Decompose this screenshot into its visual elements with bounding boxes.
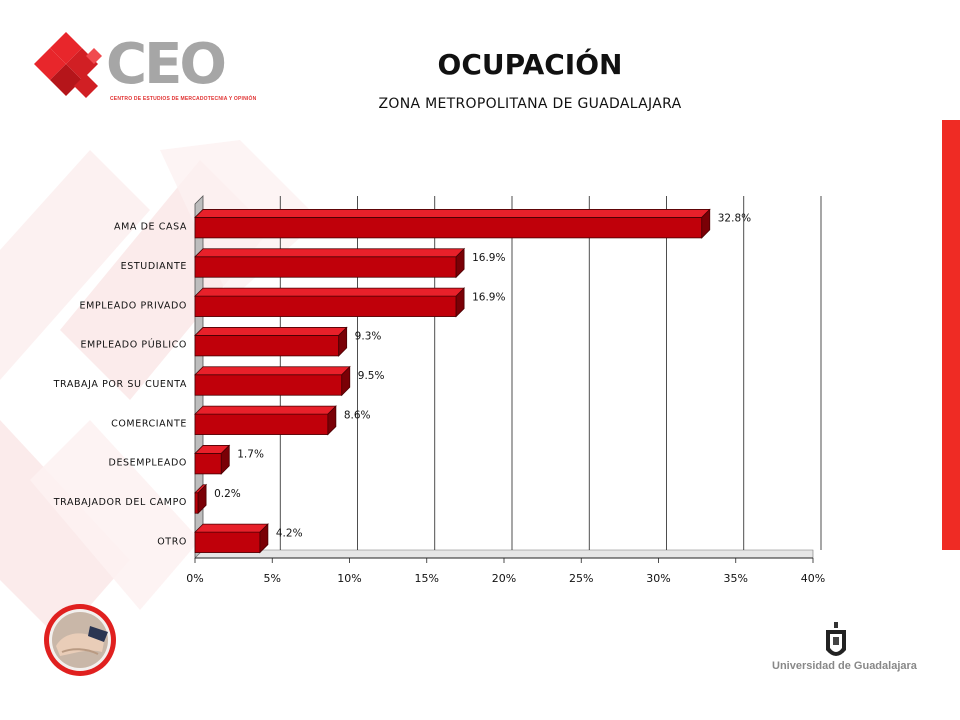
ceo-diamond-icon: [34, 32, 102, 98]
bar-end: [455, 287, 465, 318]
data-label: 8.6%: [344, 409, 371, 421]
category-label: DESEMPLEADO: [109, 458, 187, 469]
category-label: COMERCIANTE: [111, 418, 187, 429]
page-title: OCUPACIÓN: [437, 48, 623, 81]
data-label: 1.7%: [237, 449, 264, 461]
data-label: 9.5%: [358, 370, 385, 382]
university-name: Universidad de Guadalajara: [772, 660, 917, 672]
category-label: EMPLEADO PÚBLICO: [80, 339, 187, 351]
x-tick-label: 20%: [492, 572, 516, 585]
bar-end: [327, 405, 337, 436]
bar-end: [259, 523, 269, 554]
category-label: TRABAJA POR SU CUENTA: [53, 379, 187, 390]
logo-tagline: CENTRO DE ESTUDIOS DE MERCADOTECNIA Y OP…: [110, 96, 257, 102]
bar-top: [194, 327, 348, 336]
bar: [194, 492, 199, 514]
category-label: AMA DE CASA: [114, 222, 187, 233]
category-label: ESTUDIANTE: [121, 261, 187, 272]
x-tick-label: 0%: [186, 572, 203, 585]
bar-end: [455, 247, 465, 279]
bar: [194, 531, 261, 553]
bar: [194, 335, 340, 357]
bar-end: [341, 365, 351, 397]
data-label: 0.2%: [214, 488, 241, 500]
bar-top: [194, 405, 337, 415]
bar: [194, 453, 222, 475]
hands-photo: [42, 602, 118, 678]
category-label: TRABAJADOR DEL CAMPO: [53, 497, 187, 508]
ceo-logo: [30, 28, 260, 108]
category-label: OTRO: [157, 536, 187, 547]
bar-top: [194, 366, 351, 376]
bar: [194, 217, 703, 239]
bar-end: [338, 326, 348, 357]
x-tick-label: 10%: [337, 572, 361, 585]
axis-floor: [194, 549, 814, 559]
data-label: 16.9%: [472, 252, 505, 264]
bar-top: [194, 248, 466, 258]
bar-top: [194, 209, 711, 218]
x-tick-label: 15%: [415, 572, 439, 585]
x-tick-label: 40%: [801, 572, 825, 585]
bar-top: [194, 287, 466, 297]
bar-top: [194, 523, 269, 533]
data-label: 32.8%: [718, 213, 751, 225]
logo-wordmark: CEO: [106, 32, 227, 97]
bars-layer: [194, 208, 711, 554]
accent-bar: [942, 120, 960, 550]
bar: [194, 256, 457, 278]
x-tick-label: 5%: [264, 572, 281, 585]
x-tick-label: 25%: [569, 572, 593, 585]
labels-layer: 0% 5% 10% 15% 20% 25% 30% 35% 40% AMA DE CASA 32.8…: [53, 213, 826, 585]
bar: [194, 374, 343, 396]
bar-end: [197, 483, 207, 515]
data-label: 16.9%: [472, 291, 505, 303]
bar: [194, 295, 457, 317]
bar-end: [220, 444, 230, 475]
data-label: 9.3%: [355, 331, 382, 343]
data-label: 4.2%: [276, 527, 303, 539]
bar-end: [701, 208, 711, 239]
x-tick-label: 35%: [724, 572, 748, 585]
page-subtitle: ZONA METROPOLITANA DE GUADALAJARA: [378, 96, 682, 112]
category-label: EMPLEADO PRIVADO: [80, 300, 187, 311]
bar: [194, 413, 329, 435]
x-tick-label: 30%: [646, 572, 670, 585]
udg-crest-icon: [826, 622, 846, 656]
